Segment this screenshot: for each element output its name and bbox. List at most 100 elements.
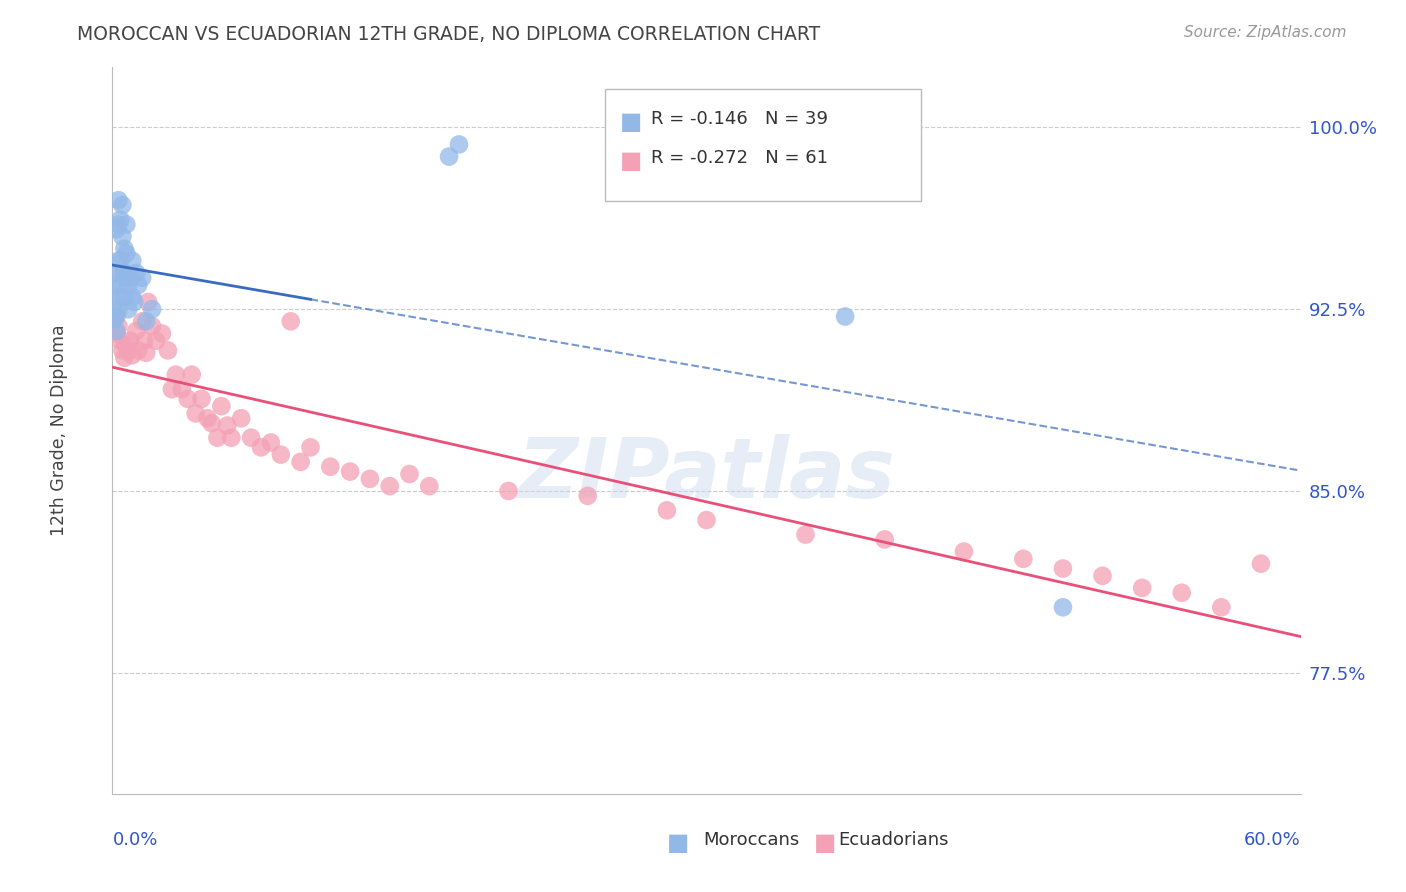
- Point: [209, 399, 232, 413]
- Point: [184, 406, 207, 420]
- Point: [110, 253, 132, 268]
- Point: [131, 270, 153, 285]
- Point: [110, 277, 132, 292]
- Point: [231, 411, 253, 425]
- Point: [953, 544, 976, 558]
- Point: [112, 290, 135, 304]
- Point: [107, 319, 129, 334]
- Point: [125, 324, 148, 338]
- Point: [115, 246, 138, 260]
- Text: Ecuadorians: Ecuadorians: [838, 831, 949, 849]
- Point: [135, 314, 157, 328]
- Point: [115, 270, 138, 285]
- Point: [107, 302, 129, 317]
- Point: [107, 253, 129, 268]
- Point: [112, 266, 135, 280]
- Point: [200, 416, 222, 430]
- Point: [270, 448, 292, 462]
- Point: [107, 218, 129, 232]
- Point: [121, 253, 143, 268]
- Point: [141, 319, 163, 334]
- Point: [1091, 569, 1114, 583]
- Point: [260, 435, 283, 450]
- Point: [378, 479, 401, 493]
- Point: [197, 411, 219, 425]
- Text: Source: ZipAtlas.com: Source: ZipAtlas.com: [1184, 25, 1347, 40]
- Point: [156, 343, 179, 358]
- Point: [110, 334, 132, 348]
- Text: R = -0.272   N = 61: R = -0.272 N = 61: [651, 149, 828, 167]
- Point: [127, 343, 149, 358]
- Point: [794, 527, 817, 541]
- Point: [107, 193, 129, 207]
- Text: ■: ■: [666, 831, 689, 855]
- Text: ■: ■: [620, 149, 643, 173]
- Point: [1250, 557, 1272, 571]
- Text: Moroccans: Moroccans: [703, 831, 799, 849]
- Point: [110, 212, 132, 227]
- Point: [125, 266, 148, 280]
- Point: [1170, 586, 1192, 600]
- Text: R = -0.146   N = 39: R = -0.146 N = 39: [651, 110, 828, 128]
- Point: [112, 242, 135, 256]
- Text: ■: ■: [814, 831, 837, 855]
- Point: [103, 310, 125, 324]
- Point: [105, 266, 128, 280]
- Point: [498, 483, 520, 498]
- Point: [121, 348, 143, 362]
- Point: [165, 368, 187, 382]
- Point: [655, 503, 678, 517]
- Point: [135, 346, 157, 360]
- Point: [117, 343, 139, 358]
- Point: [145, 334, 167, 348]
- Point: [131, 314, 153, 328]
- Point: [418, 479, 440, 493]
- Point: [696, 513, 718, 527]
- Point: [103, 277, 125, 292]
- Point: [160, 382, 183, 396]
- Text: 0.0%: 0.0%: [112, 831, 157, 849]
- Text: 60.0%: 60.0%: [1244, 831, 1301, 849]
- Point: [122, 295, 145, 310]
- Point: [207, 431, 229, 445]
- Point: [1211, 600, 1233, 615]
- Point: [873, 533, 896, 547]
- Point: [111, 198, 134, 212]
- Point: [103, 295, 125, 310]
- Point: [150, 326, 173, 341]
- Point: [359, 472, 381, 486]
- Point: [117, 302, 139, 317]
- Point: [105, 222, 128, 236]
- Point: [111, 229, 134, 244]
- Point: [107, 290, 129, 304]
- Point: [115, 218, 138, 232]
- Text: 12th Grade, No Diploma: 12th Grade, No Diploma: [51, 325, 67, 536]
- Point: [339, 465, 361, 479]
- Point: [834, 310, 856, 324]
- Point: [319, 459, 342, 474]
- Point: [177, 392, 200, 406]
- Point: [141, 302, 163, 317]
- Point: [115, 338, 138, 352]
- Point: [120, 270, 142, 285]
- Point: [111, 266, 134, 280]
- Point: [240, 431, 263, 445]
- Point: [1052, 600, 1074, 615]
- Point: [217, 418, 239, 433]
- Point: [111, 343, 134, 358]
- Point: [250, 441, 273, 455]
- Text: MOROCCAN VS ECUADORIAN 12TH GRADE, NO DIPLOMA CORRELATION CHART: MOROCCAN VS ECUADORIAN 12TH GRADE, NO DI…: [77, 25, 821, 44]
- Point: [398, 467, 420, 481]
- Text: ZIPatlas: ZIPatlas: [517, 434, 896, 515]
- Point: [447, 137, 470, 152]
- Point: [117, 277, 139, 292]
- Point: [105, 310, 128, 324]
- Point: [112, 351, 135, 365]
- Point: [290, 455, 312, 469]
- Point: [134, 334, 156, 348]
- Point: [103, 312, 125, 326]
- Point: [280, 314, 302, 328]
- Text: ■: ■: [620, 110, 643, 134]
- Point: [127, 277, 149, 292]
- Point: [299, 441, 322, 455]
